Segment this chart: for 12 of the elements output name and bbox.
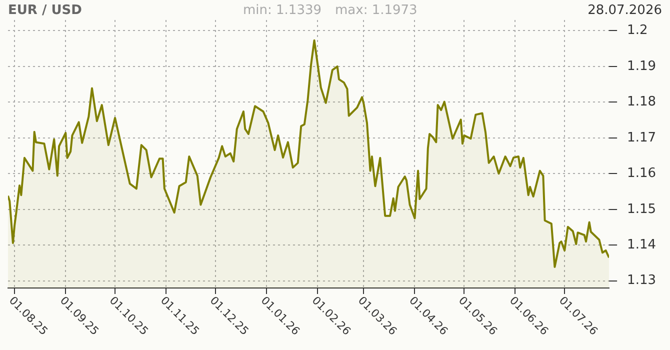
- text: 28.07.2026: [588, 3, 662, 18]
- chart-title: EUR / USD: [8, 3, 82, 18]
- y-tick-label: 1.13: [627, 273, 656, 288]
- y-tick-label: 1.16: [627, 166, 656, 182]
- y-tick-label: 1.2: [627, 23, 648, 38]
- y-tick-label: 1.18: [627, 94, 656, 110]
- y-tick-label: 1.19: [627, 58, 656, 74]
- text: max: 1.1973: [335, 3, 418, 18]
- text: min: 1.1339: [243, 3, 322, 18]
- y-tick-label: 1.17: [627, 130, 656, 146]
- y-tick-label: 1.14: [627, 237, 656, 252]
- y-tick-label: 1.15: [627, 202, 656, 217]
